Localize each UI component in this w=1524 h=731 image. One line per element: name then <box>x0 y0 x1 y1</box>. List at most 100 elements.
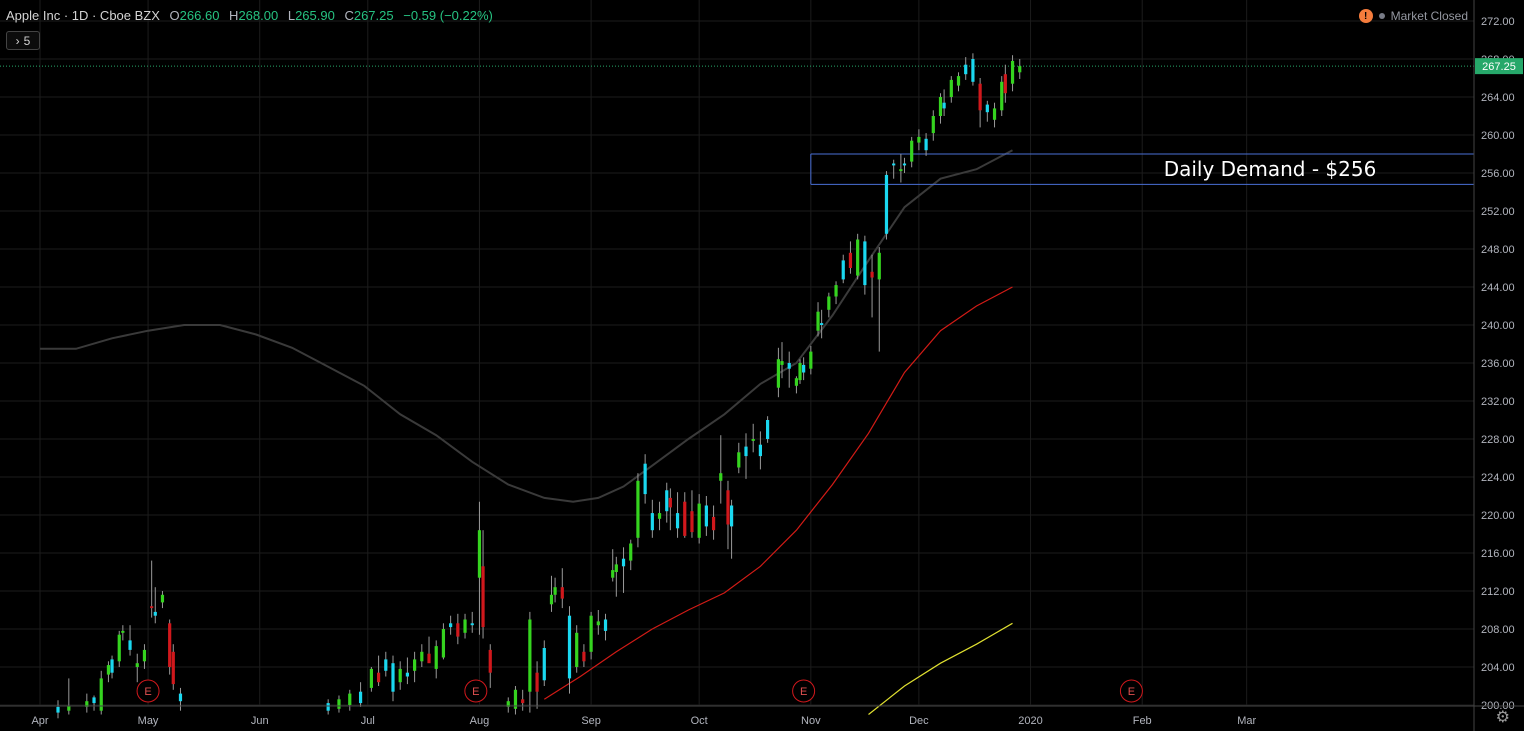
x-tick-label: Feb <box>1133 715 1152 727</box>
earnings-label: E <box>1128 686 1135 698</box>
warning-icon[interactable]: ! <box>1358 9 1373 23</box>
time-axis[interactable]: Apr May Jun Jul Aug Sep Oct Nov Dec 2020 Feb Mar <box>0 705 1524 727</box>
x-tick-label: Oct <box>691 715 708 727</box>
candle-body <box>528 619 532 692</box>
candle-body <box>848 252 853 268</box>
y-tick-label: 228.00 <box>1481 434 1515 446</box>
x-tick-label: Jul <box>361 715 375 727</box>
candle-body <box>902 163 907 166</box>
y-tick-label: 216.00 <box>1481 548 1515 560</box>
candle-body <box>427 653 431 664</box>
earnings-label: E <box>800 686 807 698</box>
y-tick-label: 224.00 <box>1481 472 1515 484</box>
candle-body <box>596 621 600 626</box>
candle-body <box>794 378 799 386</box>
low-label: L <box>287 8 296 23</box>
symbol-legend[interactable]: Apple Inc · 1D · Cboe BZX O266.60 H268.0… <box>6 8 493 23</box>
status-dot-icon <box>1378 13 1385 19</box>
indicators-count: 5 <box>23 33 31 48</box>
candle-body <box>553 587 557 595</box>
settings-icon[interactable]: ⚙ <box>1495 709 1510 726</box>
candle-body <box>877 252 881 280</box>
candle-body <box>481 566 485 628</box>
candle-body <box>884 174 889 234</box>
candle-body <box>506 701 510 707</box>
y-tick-label: 208.00 <box>1481 624 1515 636</box>
candle-body <box>668 497 672 508</box>
ma-line-1 <box>40 149 1013 503</box>
candle-body <box>549 594 554 605</box>
candle-body <box>841 260 845 280</box>
candle-body <box>470 623 474 626</box>
candle-body <box>729 505 734 527</box>
candle-body <box>758 444 762 457</box>
candle-body <box>142 649 147 662</box>
candle-body <box>121 630 125 633</box>
candle-body <box>178 693 183 702</box>
candle-body <box>942 102 946 109</box>
candle-body <box>376 672 381 683</box>
candle-body <box>160 594 165 603</box>
symbol-title: Apple Inc · 1D · Cboe BZX <box>6 8 160 23</box>
candle-body <box>384 659 388 671</box>
close-label: C <box>344 8 354 23</box>
candle-body <box>744 446 748 457</box>
candle-body <box>521 699 525 704</box>
candle-body <box>856 239 860 276</box>
open-label: O <box>169 8 180 23</box>
candle-body <box>978 83 982 111</box>
y-tick-label: 244.00 <box>1481 282 1515 294</box>
candle-body <box>589 615 593 652</box>
y-tick-label: 256.00 <box>1481 168 1515 180</box>
candle-body <box>463 619 467 633</box>
candle-body <box>827 296 831 310</box>
candle-body <box>751 439 755 441</box>
market-status-label: Market Closed <box>1390 9 1468 23</box>
candle-body <box>892 163 896 166</box>
candle-body <box>780 361 784 365</box>
y-tick-label: 272.00 <box>1481 16 1515 28</box>
candlesticks <box>56 53 1022 719</box>
y-tick-label: 232.00 <box>1481 396 1515 408</box>
price-axis[interactable]: 200.00204.00208.00212.00216.00220.00224.… <box>1473 0 1523 731</box>
candle-body <box>560 587 564 599</box>
candle-body <box>910 140 914 162</box>
candle-body <box>567 615 572 679</box>
last-price-label: 267.25 <box>1482 61 1516 73</box>
candle-body <box>985 104 989 113</box>
market-status[interactable]: ! Market Closed <box>1358 9 1468 23</box>
candle-body <box>697 503 701 538</box>
candle-body <box>456 623 460 637</box>
candle-body <box>949 79 953 97</box>
candle-body <box>834 285 838 297</box>
candle-body <box>704 505 708 527</box>
candle-body <box>56 706 60 713</box>
candle-body <box>719 473 723 481</box>
candle-body <box>614 564 618 572</box>
candle-body <box>820 323 824 325</box>
x-tick-label: May <box>138 715 159 727</box>
candle-body <box>971 59 975 82</box>
candle-body <box>643 463 647 495</box>
earnings-marker <box>464 679 488 703</box>
indicators-toggle-button[interactable]: › 5 <box>6 31 40 50</box>
candle-body <box>603 619 608 631</box>
x-tick-label: Jun <box>251 715 269 727</box>
x-tick-label: Mar <box>1237 715 1256 727</box>
low-value: 265.90 <box>295 8 335 23</box>
candle-body <box>391 663 395 692</box>
candle-body <box>776 359 781 388</box>
earnings-label: E <box>144 686 151 698</box>
candle-body <box>766 420 770 439</box>
candle-body <box>150 606 154 609</box>
candle-body <box>611 570 615 578</box>
candle-body <box>171 651 175 685</box>
demand-zone: Daily Demand - $256 <box>0 65 1474 185</box>
candle-body <box>542 648 546 681</box>
candle-body <box>726 490 730 525</box>
x-tick-label: Apr <box>31 715 48 727</box>
